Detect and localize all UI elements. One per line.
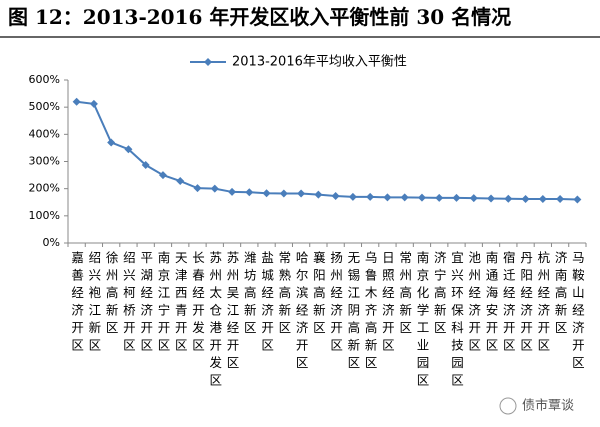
y-tick-label: 400%	[29, 127, 60, 140]
chart-title: 图 12：2013-2016 年开发区收入平衡性前 30 名情况	[8, 5, 511, 29]
x-tick-label: 绍兴袍江新区	[86, 251, 101, 356]
x-tick-label: 盐城经济开区	[259, 251, 274, 356]
x-tick-label: 马鞍山经济开区	[570, 251, 585, 374]
point	[107, 138, 116, 147]
y-tick-label: 200%	[29, 182, 60, 195]
point	[556, 194, 565, 203]
point	[435, 193, 444, 202]
x-tick-label: 潍坊高新区	[242, 251, 257, 339]
point	[538, 194, 547, 203]
point	[193, 184, 202, 193]
point	[400, 193, 409, 202]
legend-marker	[204, 58, 212, 66]
x-tick-label: 绍兴柯桥开区	[121, 251, 136, 356]
x-tick-label: 嘉善经济开区	[69, 251, 84, 356]
x-tick-label: 无锡江阴高新区	[345, 251, 360, 374]
y-tick-label: 500%	[29, 100, 60, 113]
point	[366, 192, 375, 201]
point	[228, 187, 237, 196]
point	[262, 189, 271, 198]
point	[72, 97, 81, 106]
x-tick-label: 南京江宁开区	[155, 250, 170, 356]
x-tick-label: 长春经开发区	[190, 251, 205, 356]
point	[487, 194, 496, 203]
y-tick-label: 100%	[29, 209, 60, 222]
point	[573, 195, 582, 204]
x-tick-label: 常熟高新区	[276, 251, 291, 339]
x-tick-label: 苏州太仓港开发区	[207, 250, 222, 391]
legend-label: 2013-2016年平均收入平衡性	[232, 55, 407, 70]
point	[210, 184, 219, 193]
series-line	[76, 100, 578, 201]
x-tick-label: 徐州高新区	[104, 250, 119, 339]
x-tick-label: 丹阳经济开区	[518, 251, 533, 356]
point	[452, 193, 461, 202]
point	[141, 161, 150, 170]
point	[504, 194, 513, 203]
x-tick-label: 济宁高新区	[432, 250, 447, 339]
x-tick-label: 宿迁经济开区	[501, 250, 516, 356]
point	[521, 194, 530, 203]
point	[89, 99, 98, 108]
point	[469, 194, 478, 203]
x-tick-label: 常州高新区	[397, 251, 412, 339]
x-tick-label: 日照经济开区	[380, 251, 395, 356]
y-tick-label: 600%	[29, 73, 60, 86]
watermark: 债市覃谈	[522, 398, 574, 414]
x-tick-label: 天津西青开区	[173, 251, 188, 356]
x-tick-label: 乌鲁木齐高新区	[363, 250, 378, 374]
point	[297, 189, 306, 198]
x-tick-label: 苏州吴江经开区	[225, 250, 240, 374]
point	[279, 189, 288, 198]
y-tick-label: 300%	[29, 155, 60, 168]
x-tick-label: 扬州经济开区	[328, 250, 343, 356]
point	[314, 190, 323, 199]
point	[245, 188, 254, 197]
x-tick-label: 平湖经济开区	[138, 251, 153, 356]
x-tick-label: 杭州经济开区	[535, 250, 550, 356]
point	[176, 177, 185, 186]
y-tick-label: 0%	[43, 236, 60, 249]
x-tick-label: 襄阳高新区	[311, 250, 326, 339]
watermark-icon	[499, 397, 517, 415]
x-tick-label: 济南高新区	[553, 250, 568, 339]
x-tick-label: 哈尔滨经济开区	[294, 251, 309, 374]
point	[158, 171, 167, 180]
point	[383, 193, 392, 202]
point	[348, 192, 357, 201]
x-tick-label: 南京化学工业园区	[414, 250, 429, 391]
point	[417, 193, 426, 202]
point	[124, 145, 133, 154]
x-tick-label: 池州经济开区	[466, 251, 481, 356]
x-tick-label: 南通海安开区	[484, 250, 499, 356]
x-tick-label: 宜兴环保科技园区	[449, 250, 464, 391]
point	[331, 192, 340, 201]
